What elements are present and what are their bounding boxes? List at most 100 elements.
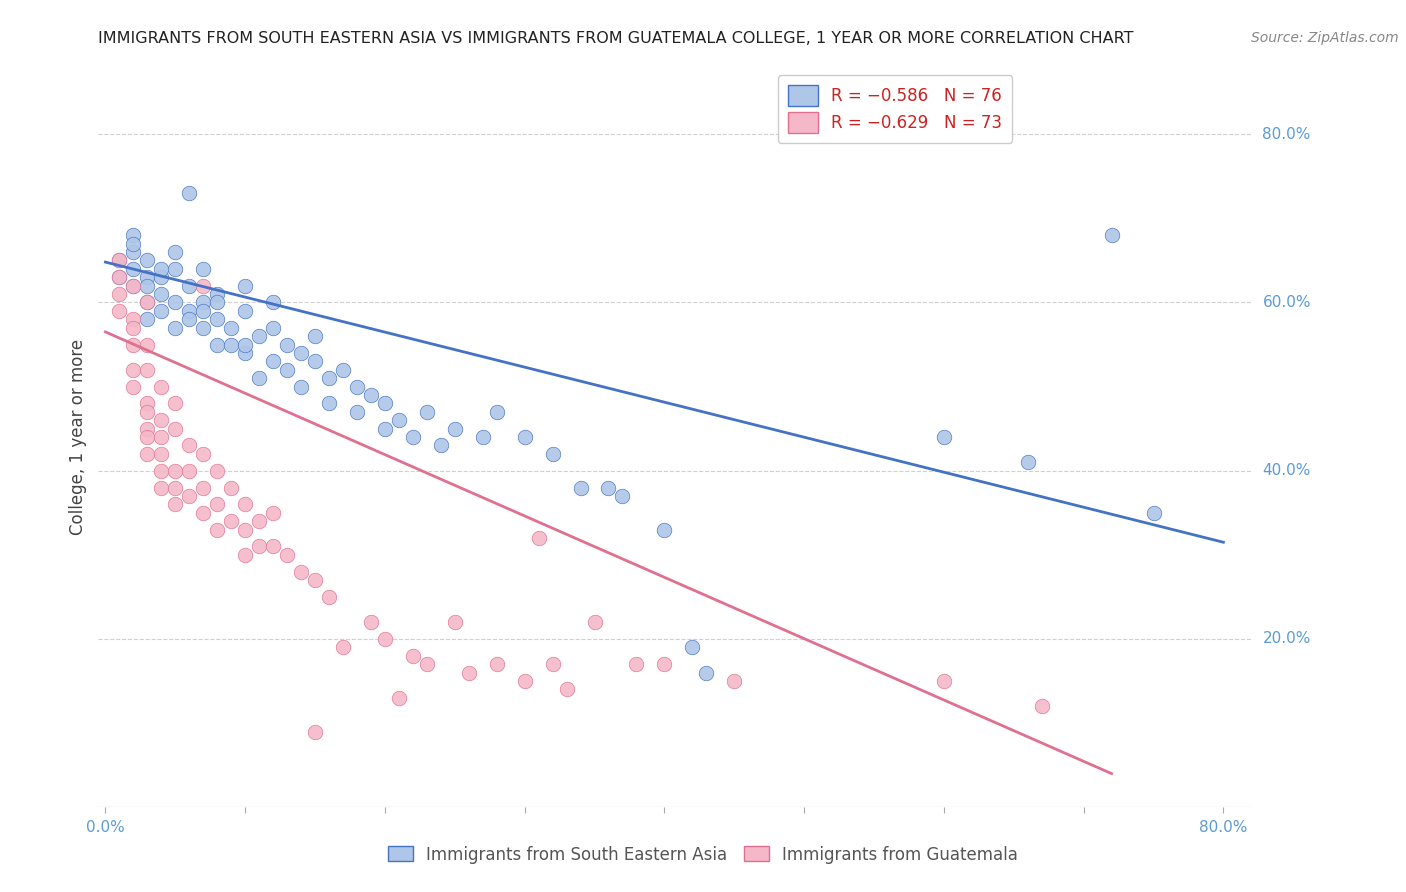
Point <box>150 261 173 276</box>
Point <box>416 405 439 419</box>
Point <box>247 514 270 528</box>
Point <box>932 674 955 689</box>
Point <box>233 497 256 511</box>
Point <box>233 523 256 537</box>
Point <box>485 657 508 672</box>
Point <box>360 615 382 630</box>
Point <box>205 295 228 310</box>
Point <box>318 371 340 385</box>
Point <box>332 363 354 377</box>
Point <box>150 379 173 393</box>
Point <box>193 481 215 495</box>
Text: Source: ZipAtlas.com: Source: ZipAtlas.com <box>1251 31 1399 45</box>
Point <box>205 287 228 301</box>
Point <box>150 447 173 461</box>
Point <box>541 657 564 672</box>
Point <box>443 422 465 436</box>
Point <box>122 363 145 377</box>
Point <box>318 590 340 604</box>
Point <box>179 464 201 478</box>
Point <box>122 379 145 393</box>
Point <box>1017 455 1039 469</box>
Point <box>430 438 453 452</box>
Point <box>136 270 159 285</box>
Point <box>108 304 131 318</box>
Point <box>122 320 145 334</box>
Point <box>150 464 173 478</box>
Point <box>193 261 215 276</box>
Point <box>233 337 256 351</box>
Point <box>219 481 242 495</box>
Point <box>247 540 270 554</box>
Point <box>583 615 606 630</box>
Point <box>612 489 634 503</box>
Point <box>290 346 312 360</box>
Point <box>136 312 159 326</box>
Point <box>1101 228 1123 243</box>
Point <box>193 304 215 318</box>
Point <box>360 388 382 402</box>
Point <box>304 329 326 343</box>
Point <box>276 548 298 562</box>
Point <box>723 674 745 689</box>
Point <box>233 304 256 318</box>
Point <box>205 337 228 351</box>
Legend: Immigrants from South Eastern Asia, Immigrants from Guatemala: Immigrants from South Eastern Asia, Immi… <box>381 839 1025 871</box>
Point <box>179 312 201 326</box>
Point <box>136 363 159 377</box>
Point <box>262 295 284 310</box>
Point <box>205 497 228 511</box>
Point <box>136 447 159 461</box>
Point <box>122 278 145 293</box>
Point <box>165 261 187 276</box>
Point <box>513 430 536 444</box>
Point <box>136 337 159 351</box>
Point <box>569 481 592 495</box>
Point <box>136 278 159 293</box>
Y-axis label: College, 1 year or more: College, 1 year or more <box>69 339 87 535</box>
Point <box>150 413 173 427</box>
Point <box>122 228 145 243</box>
Point <box>695 665 717 680</box>
Point <box>219 337 242 351</box>
Point <box>1142 506 1164 520</box>
Point <box>374 396 396 410</box>
Point <box>122 244 145 259</box>
Text: 20.0%: 20.0% <box>1263 632 1310 647</box>
Point <box>122 236 145 251</box>
Point <box>555 682 578 697</box>
Point <box>193 320 215 334</box>
Point <box>626 657 648 672</box>
Point <box>541 447 564 461</box>
Point <box>122 337 145 351</box>
Point <box>165 422 187 436</box>
Point <box>233 548 256 562</box>
Text: 40.0%: 40.0% <box>1263 463 1310 478</box>
Point <box>150 430 173 444</box>
Point <box>136 253 159 268</box>
Point <box>108 270 131 285</box>
Point <box>346 405 368 419</box>
Point <box>247 329 270 343</box>
Legend: R = −0.586   N = 76, R = −0.629   N = 73: R = −0.586 N = 76, R = −0.629 N = 73 <box>778 75 1012 143</box>
Point <box>165 295 187 310</box>
Point <box>443 615 465 630</box>
Point <box>136 422 159 436</box>
Point <box>219 320 242 334</box>
Point <box>276 363 298 377</box>
Point <box>276 337 298 351</box>
Point <box>402 430 425 444</box>
Point <box>122 312 145 326</box>
Point <box>165 396 187 410</box>
Point <box>290 565 312 579</box>
Point <box>179 278 201 293</box>
Point <box>136 396 159 410</box>
Point <box>165 320 187 334</box>
Point <box>485 405 508 419</box>
Point <box>332 640 354 655</box>
Point <box>513 674 536 689</box>
Point <box>150 270 173 285</box>
Point <box>136 295 159 310</box>
Point <box>402 648 425 663</box>
Point <box>179 186 201 200</box>
